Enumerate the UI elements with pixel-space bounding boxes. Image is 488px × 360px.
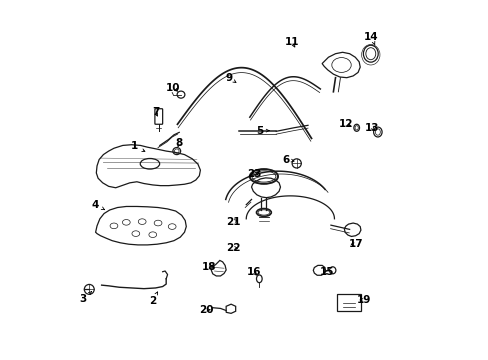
Text: 5: 5: [255, 126, 268, 136]
Text: 12: 12: [338, 118, 353, 129]
Text: 11: 11: [285, 37, 299, 48]
Text: 23: 23: [246, 168, 261, 179]
Text: 15: 15: [320, 267, 334, 278]
Text: 20: 20: [199, 305, 214, 315]
Text: 13: 13: [364, 123, 379, 133]
Text: 2: 2: [149, 292, 157, 306]
Text: 19: 19: [357, 295, 371, 305]
Text: 18: 18: [202, 262, 216, 273]
Text: 14: 14: [364, 32, 378, 45]
Text: 22: 22: [225, 243, 240, 253]
Text: 1: 1: [130, 141, 144, 152]
Text: 4: 4: [92, 200, 104, 210]
Text: 9: 9: [224, 73, 236, 83]
Text: 16: 16: [246, 267, 261, 278]
Text: 17: 17: [347, 239, 362, 249]
Text: 8: 8: [175, 138, 183, 148]
Text: 21: 21: [225, 217, 240, 227]
Text: 6: 6: [282, 154, 293, 165]
Text: 10: 10: [165, 82, 180, 93]
Text: 7: 7: [152, 107, 159, 117]
Text: 3: 3: [79, 292, 91, 304]
